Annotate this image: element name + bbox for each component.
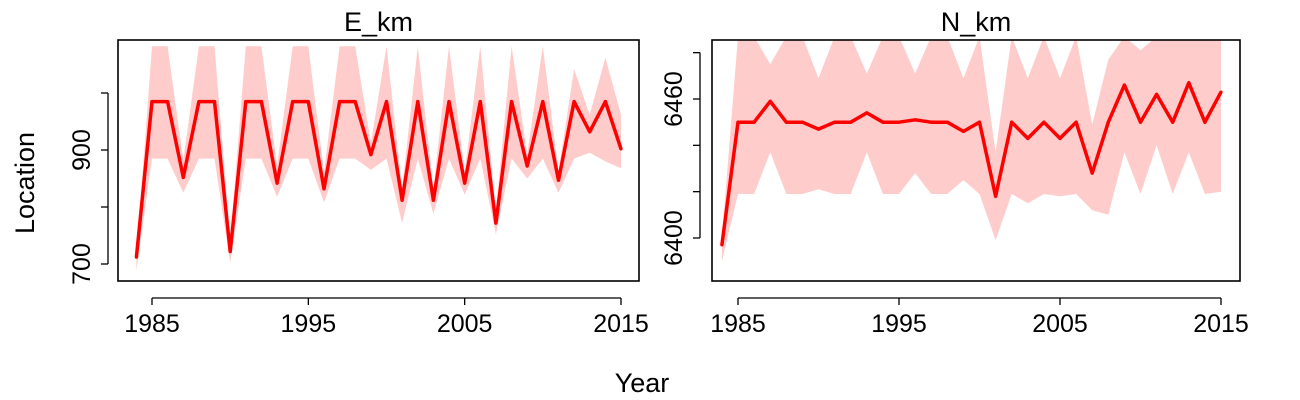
data-point: [478, 100, 482, 104]
data-point: [994, 194, 998, 198]
data-point: [181, 175, 185, 179]
data-point: [800, 120, 805, 124]
data-point: [945, 120, 949, 124]
data-point: [1203, 120, 1207, 124]
data-point: [463, 181, 467, 185]
data-point: [833, 120, 837, 124]
data-point: [369, 153, 373, 157]
data-point: [720, 243, 724, 247]
data-point: [865, 111, 869, 115]
data-point: [541, 100, 545, 104]
data-point: [416, 100, 420, 104]
data-point: [400, 198, 404, 202]
data-point: [572, 100, 576, 104]
data-point: [619, 147, 623, 151]
data-point: [338, 100, 342, 104]
y-tick-label: 900: [68, 129, 96, 171]
data-point: [913, 118, 917, 122]
data-point: [134, 255, 138, 259]
data-point: [1090, 171, 1094, 175]
data-point: [1122, 83, 1126, 87]
data-point: [1138, 120, 1143, 124]
x-tick-label: 2005: [437, 310, 493, 338]
data-point: [244, 100, 248, 104]
data-point: [447, 100, 451, 104]
data-point: [977, 120, 982, 124]
x-axis-title: Year: [615, 368, 670, 398]
series-line: [134, 99, 623, 258]
x-tick-label: 2015: [593, 310, 649, 338]
data-point: [816, 127, 821, 131]
data-point: [1171, 120, 1175, 124]
x-tick-label: 1995: [281, 310, 337, 338]
data-point: [1042, 120, 1046, 124]
plot-frame: [711, 39, 1241, 282]
data-point: [897, 120, 901, 124]
x-tick-label: 1985: [124, 310, 180, 338]
data-point: [588, 130, 592, 134]
data-point: [525, 164, 529, 168]
data-point: [212, 100, 217, 104]
x-tick-label: 1995: [871, 310, 927, 338]
data-point: [556, 178, 561, 182]
plot-frame: [117, 39, 640, 282]
data-point: [306, 100, 310, 104]
x-tick-label: 2005: [1032, 310, 1088, 338]
data-point: [275, 181, 279, 185]
y-axis-title: Location: [10, 132, 40, 234]
x-tick-label: 2015: [1193, 310, 1249, 338]
panel-n-km: N_km 1985 1995 2005 2015 6400 6460: [660, 7, 1249, 338]
data-point: [1026, 136, 1030, 140]
data-point: [1155, 92, 1159, 96]
y-tick-label: 6400: [660, 210, 688, 266]
data-point: [603, 100, 608, 104]
data-point: [259, 100, 263, 104]
data-point: [322, 187, 326, 191]
data-point: [228, 249, 232, 254]
x-tick-label: 1985: [710, 310, 766, 338]
panel-e-km: E_km 1985 1995 2005 2015 700 900: [68, 7, 649, 338]
data-point: [431, 198, 435, 202]
data-point: [1058, 136, 1062, 140]
data-point: [1010, 120, 1014, 124]
data-point: [291, 100, 295, 104]
y-tick-label: 700: [68, 243, 96, 285]
data-point: [510, 100, 514, 104]
panel-title: E_km: [344, 7, 413, 37]
y-tick-label: 6460: [660, 71, 688, 127]
series-line: [720, 81, 1223, 246]
confidence-band: [721, 40, 1221, 262]
data-point: [849, 120, 853, 124]
data-point: [752, 120, 756, 124]
data-point: [166, 100, 170, 104]
data-point: [961, 129, 966, 133]
confidence-band: [136, 46, 621, 271]
data-point: [197, 100, 201, 104]
data-point: [1074, 120, 1078, 124]
data-point: [768, 99, 772, 103]
panel-title: N_km: [941, 7, 1012, 37]
data-point: [736, 120, 740, 124]
data-point: [1106, 120, 1110, 124]
data-point: [150, 100, 154, 104]
data-point: [929, 120, 933, 124]
data-point: [384, 100, 389, 104]
data-point: [1187, 81, 1191, 85]
data-point: [881, 120, 885, 124]
data-point: [784, 120, 788, 124]
data-point: [494, 221, 498, 225]
data-point: [1219, 90, 1223, 94]
data-point: [353, 100, 357, 104]
